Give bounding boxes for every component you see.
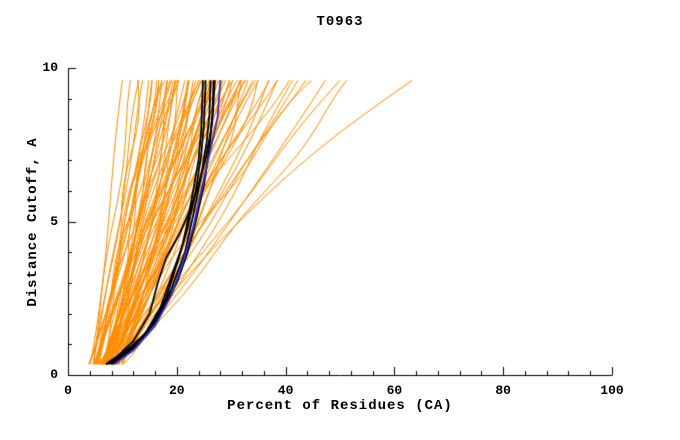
x-tick-label: 20 <box>168 383 185 398</box>
y-tick-label: 0 <box>50 367 58 382</box>
x-tick-label: 60 <box>386 383 403 398</box>
x-tick-label: 40 <box>277 383 294 398</box>
x-tick-label: 0 <box>64 383 72 398</box>
x-axis-label: Percent of Residues (CA) <box>227 398 453 414</box>
x-tick-label: 80 <box>495 383 511 398</box>
y-tick-label: 5 <box>50 213 58 229</box>
x-tick-label: 100 <box>600 383 624 398</box>
y-tick-label: 10 <box>42 60 58 75</box>
chart-title: T0963 <box>316 14 364 30</box>
